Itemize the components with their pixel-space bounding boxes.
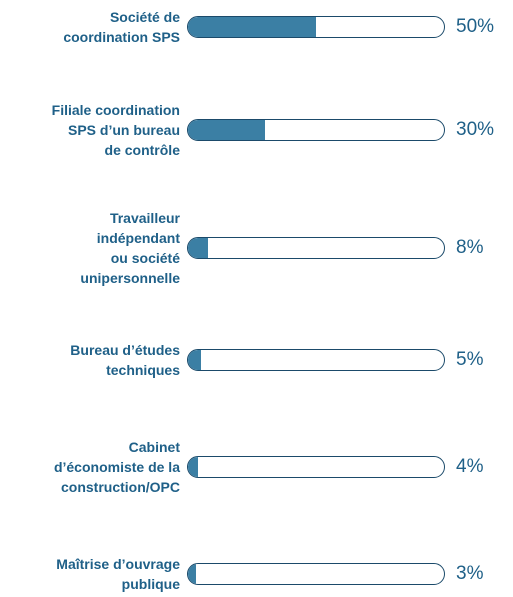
value-label: 50% — [456, 16, 495, 37]
value-label: 4% — [456, 456, 484, 477]
bar — [188, 564, 196, 584]
category-label: Filiale coordination SPS d’un bureau de … — [51, 102, 180, 158]
value-label: 8% — [456, 237, 484, 258]
bar — [188, 350, 201, 370]
bar — [188, 457, 199, 477]
category-label: Bureau d’études techniques — [70, 342, 180, 378]
category-label: Maîtrise d’ouvrage publique — [56, 556, 180, 592]
bar-track — [187, 119, 445, 141]
value-label: 3% — [456, 563, 484, 584]
bar-track — [187, 349, 445, 371]
category-label: Société de coordination SPS — [63, 9, 180, 45]
bar-track — [187, 456, 445, 478]
bar — [188, 238, 209, 258]
bar — [188, 17, 316, 37]
bar — [188, 120, 265, 140]
value-label: 30% — [456, 119, 495, 140]
category-label: Cabinet d’économiste de la construction/… — [53, 439, 180, 495]
value-label: 5% — [456, 349, 484, 370]
bar-track — [187, 237, 445, 259]
bar-track — [187, 16, 445, 38]
category-label: Travailleur indépendant ou société unipe… — [80, 210, 180, 286]
bar-track — [187, 563, 445, 585]
